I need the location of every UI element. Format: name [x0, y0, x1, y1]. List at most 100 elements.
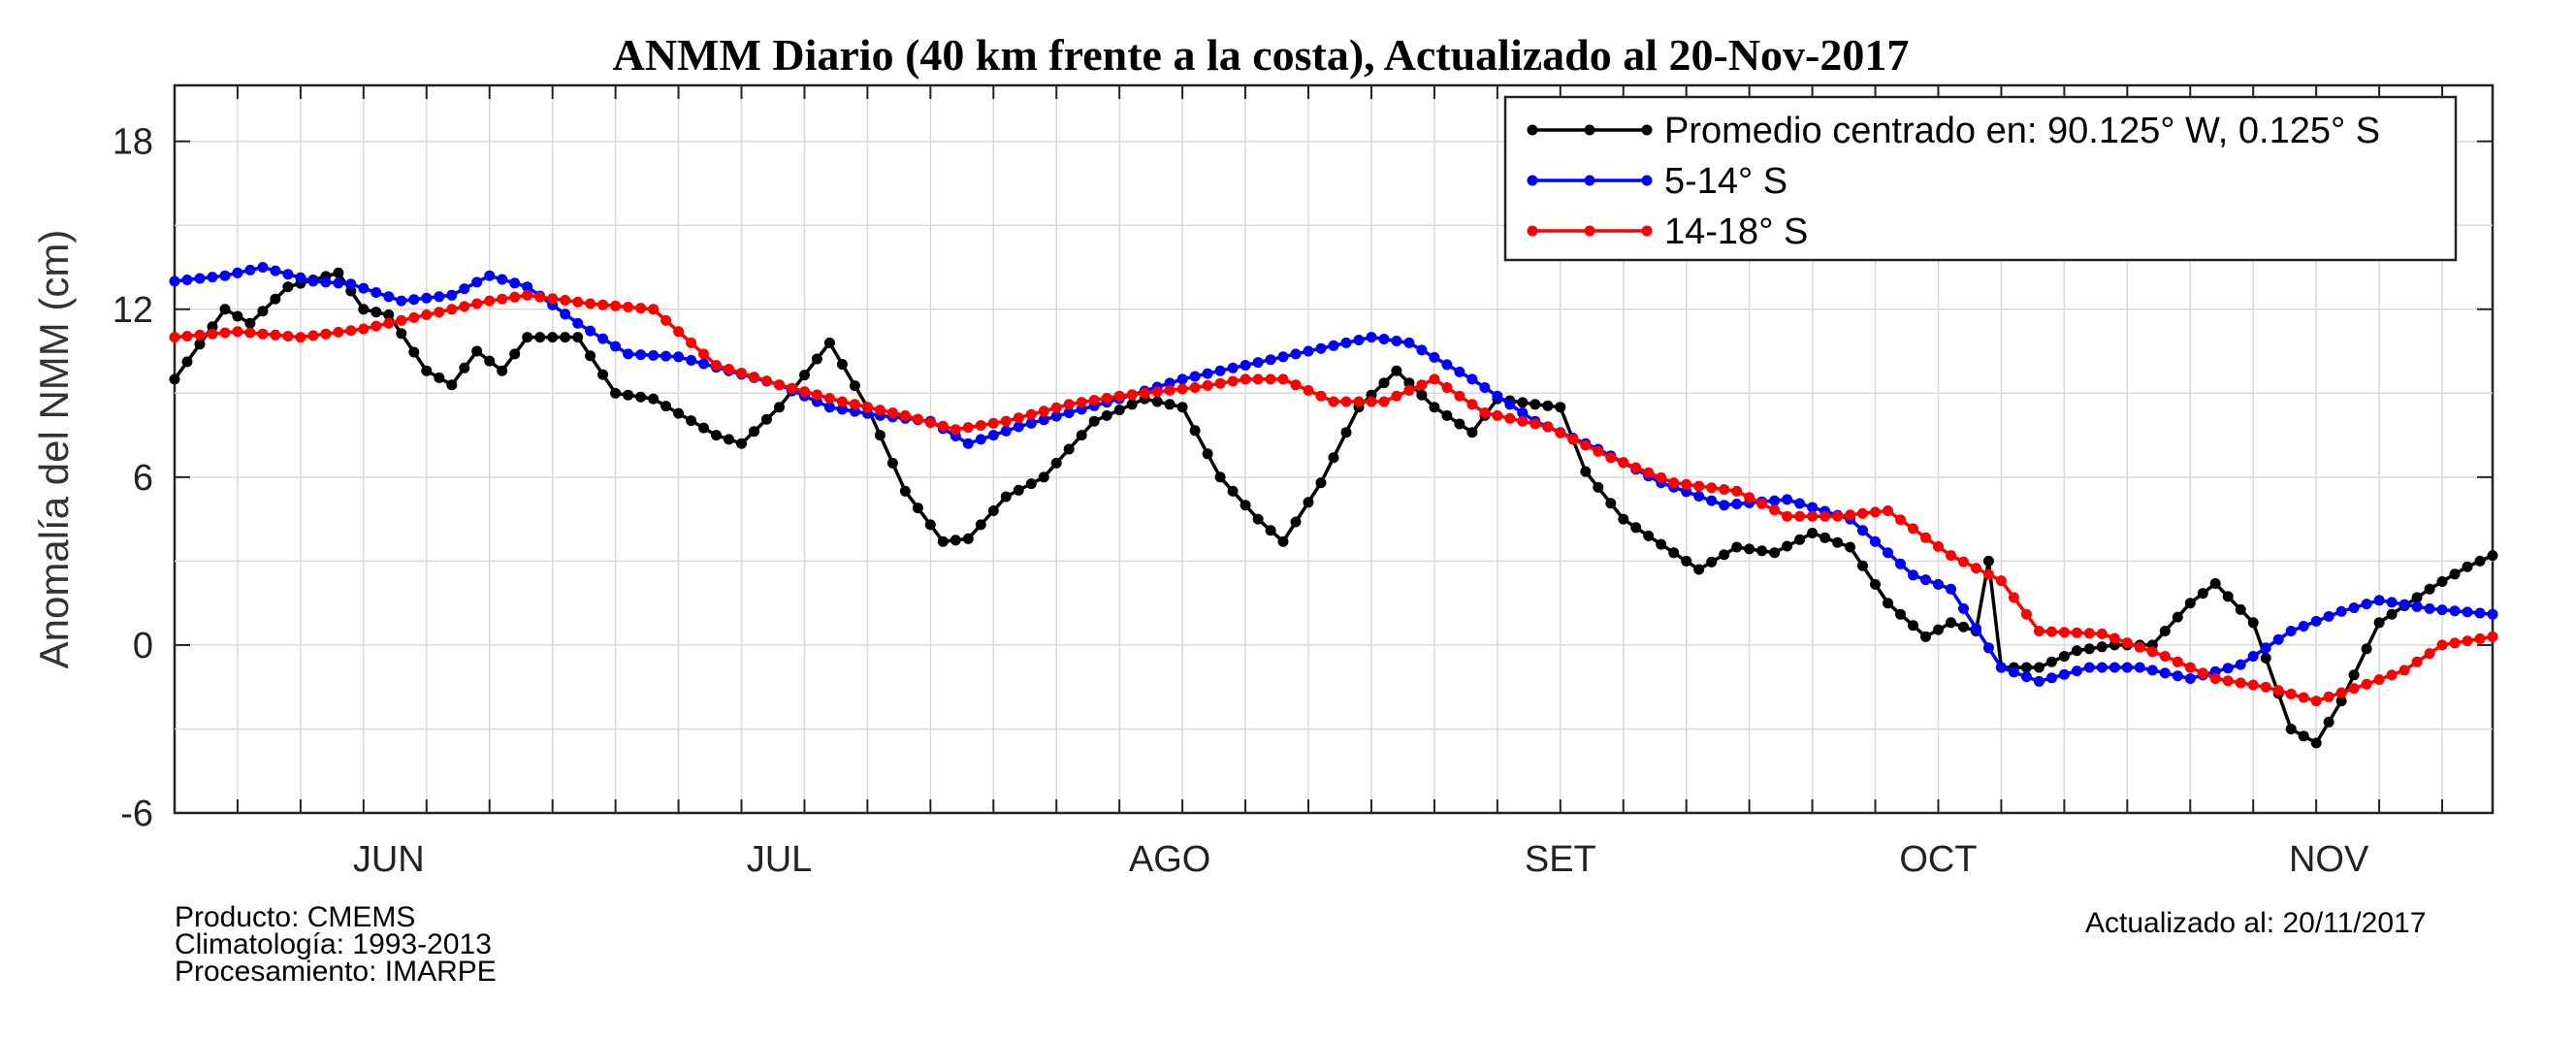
- data-point: [1139, 387, 1150, 399]
- data-point: [1530, 399, 1541, 410]
- data-point: [320, 328, 332, 340]
- data-point: [2474, 633, 2486, 644]
- data-point: [1214, 365, 1226, 376]
- data-point: [673, 326, 685, 338]
- data-point: [2058, 668, 2070, 680]
- data-point: [1782, 494, 1793, 505]
- data-point: [1328, 396, 1339, 407]
- data-point: [509, 277, 521, 289]
- data-point: [924, 417, 936, 429]
- data-point: [434, 372, 445, 383]
- data-point: [975, 519, 986, 531]
- data-point: [1845, 541, 1856, 553]
- data-point: [1441, 382, 1453, 393]
- data-point: [484, 355, 496, 367]
- data-point: [1227, 375, 1239, 387]
- data-point: [219, 304, 231, 315]
- data-point: [1164, 399, 1175, 410]
- data-point: [2260, 681, 2271, 693]
- data-point: [2449, 568, 2461, 580]
- data-point: [1164, 384, 1175, 396]
- data-point: [1794, 534, 1806, 545]
- data-point: [1038, 471, 1049, 483]
- data-point: [597, 299, 609, 310]
- data-point: [673, 351, 685, 363]
- data-point: [761, 413, 772, 425]
- data-point: [1303, 497, 1314, 508]
- data-point: [194, 273, 206, 284]
- data-point: [1693, 491, 1705, 502]
- data-point: [2172, 670, 2183, 682]
- data-point: [534, 291, 546, 303]
- data-point: [1265, 354, 1276, 366]
- data-point: [2146, 665, 2158, 676]
- data-point: [1845, 509, 1856, 521]
- data-point: [2411, 656, 2423, 667]
- data-point: [2109, 633, 2120, 644]
- data-point: [1063, 443, 1075, 455]
- data-point: [2020, 662, 2032, 673]
- data-point: [459, 301, 470, 312]
- data-point: [207, 328, 218, 340]
- data-point: [1504, 399, 1516, 410]
- data-point: [2045, 672, 2057, 684]
- data-point: [459, 283, 470, 295]
- data-point: [2134, 641, 2145, 653]
- data-point: [736, 438, 747, 449]
- data-point: [2184, 662, 2196, 673]
- legend-marker: [1584, 225, 1595, 237]
- data-point: [811, 389, 822, 401]
- data-point: [1744, 543, 1755, 555]
- data-point: [1202, 448, 1213, 460]
- data-point: [1731, 499, 1743, 509]
- data-point: [1807, 502, 1819, 513]
- data-point: [370, 287, 382, 298]
- data-point: [2399, 599, 2410, 610]
- data-point: [886, 457, 898, 469]
- data-point: [358, 304, 370, 315]
- data-point: [1466, 399, 1478, 410]
- data-point: [1101, 392, 1112, 404]
- data-point: [937, 536, 949, 547]
- data-point: [1857, 560, 1868, 571]
- legend: Promedio centrado en: 90.125° W, 0.125° …: [1503, 95, 2458, 262]
- data-point: [1038, 406, 1049, 417]
- data-point: [874, 430, 886, 441]
- data-point: [799, 370, 810, 381]
- data-point: [1441, 359, 1453, 371]
- data-point: [560, 308, 571, 320]
- data-point: [257, 306, 269, 317]
- data-point: [1769, 547, 1781, 559]
- data-point: [2222, 591, 2234, 602]
- data-point: [2247, 651, 2259, 662]
- legend-marker: [1527, 175, 1538, 186]
- data-point: [194, 339, 206, 350]
- data-point: [874, 405, 886, 416]
- data-point: [686, 354, 697, 366]
- data-point: [1340, 427, 1352, 438]
- data-point: [1819, 532, 1831, 543]
- data-point: [1970, 623, 1981, 634]
- data-point: [2184, 673, 2196, 684]
- data-point: [1214, 471, 1226, 483]
- data-point: [333, 326, 344, 338]
- data-point: [2159, 651, 2171, 662]
- data-point: [1403, 337, 1415, 348]
- data-point: [1366, 332, 1377, 343]
- legend-item: 5-14° S: [1527, 161, 1787, 202]
- data-point: [823, 337, 835, 348]
- data-point: [358, 323, 370, 335]
- data-point: [345, 325, 357, 337]
- data-point: [1908, 523, 1918, 535]
- data-point: [1920, 574, 1931, 586]
- data-point: [1441, 409, 1453, 421]
- data-point: [333, 267, 344, 278]
- data-point: [1466, 373, 1478, 385]
- data-point: [270, 293, 281, 305]
- data-point: [2462, 561, 2473, 572]
- data-point: [307, 276, 319, 287]
- data-point: [1290, 516, 1302, 528]
- data-point: [1290, 348, 1302, 360]
- data-point: [2487, 550, 2498, 562]
- data-point: [2474, 607, 2486, 619]
